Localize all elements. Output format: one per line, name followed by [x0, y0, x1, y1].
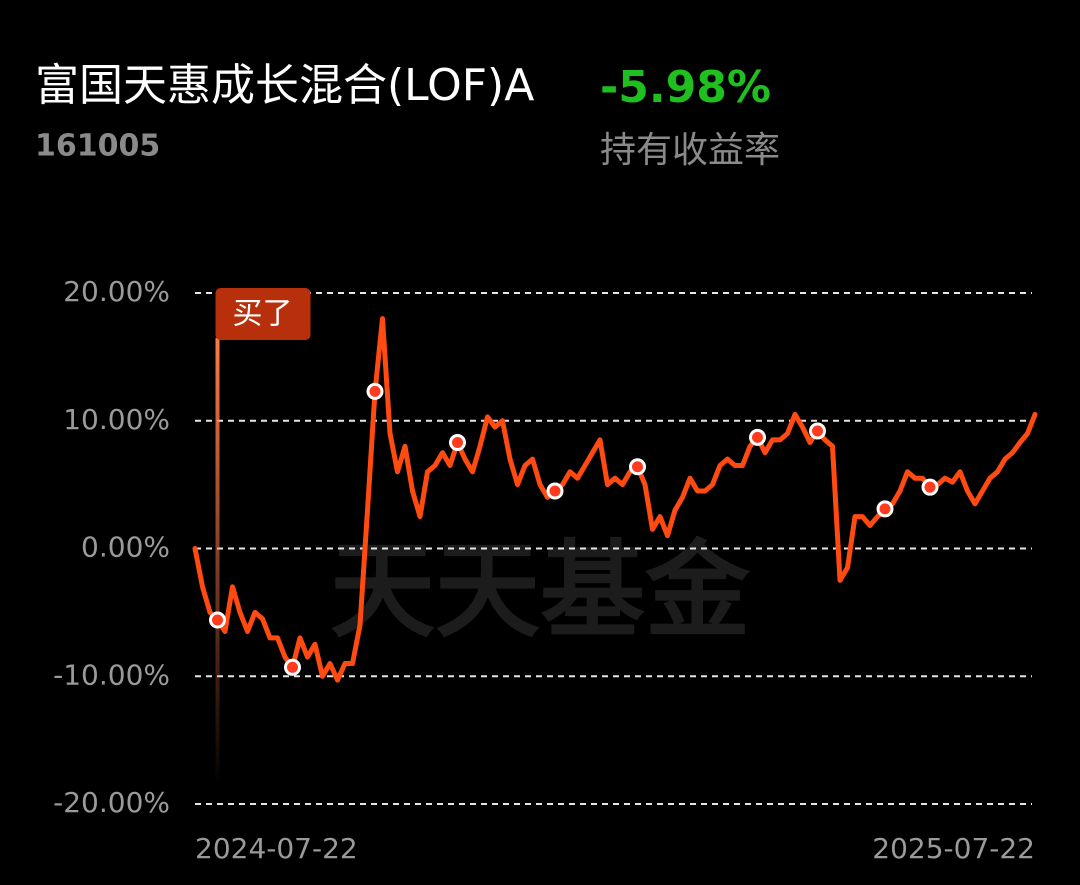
watermark: 天天基金: [330, 530, 751, 652]
return-value: -5.98%: [600, 62, 771, 113]
trade-marker: [209, 611, 226, 629]
y-tick-label: -10.00%: [53, 658, 170, 691]
fund-title: 富国天惠成长混合(LOF)A: [35, 60, 534, 111]
y-tick-label: -20.00%: [53, 786, 170, 819]
annotation-label: 买了: [233, 297, 293, 332]
fund-code: 161005: [35, 129, 160, 164]
line-series: [192, 316, 1038, 683]
annotation-box: [215, 288, 311, 340]
trade-marker: [749, 428, 766, 446]
x-tick-label: 2025-07-22: [872, 832, 1035, 865]
trade-marker: [366, 382, 384, 400]
trade-marker: [629, 458, 646, 476]
x-tick-label: 2024-07-22: [195, 832, 358, 865]
trade-marker: [449, 433, 466, 451]
y-tick-label: 20.00%: [63, 275, 170, 308]
trade-marker: [876, 500, 894, 518]
trade-marker: [809, 422, 826, 440]
trade-marker: [284, 658, 301, 676]
y-tick-label: 0.00%: [81, 531, 170, 564]
y-tick-label: 10.00%: [63, 403, 170, 436]
trade-marker: [921, 478, 939, 496]
trade-marker: [546, 482, 564, 500]
annotation-line: [215, 338, 220, 788]
return-caption: 持有收益率: [600, 130, 780, 171]
